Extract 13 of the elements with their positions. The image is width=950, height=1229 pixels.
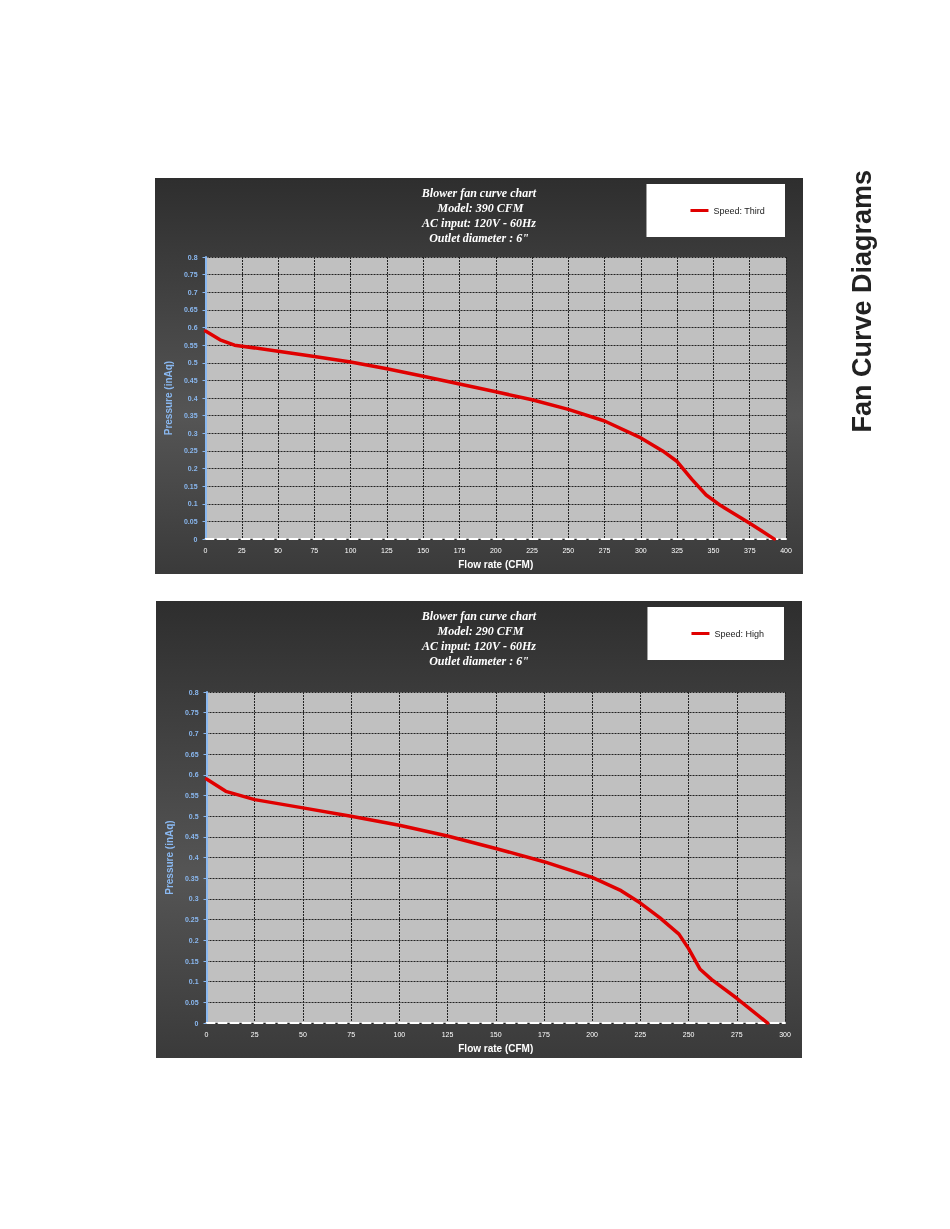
chart-title: Blower fan curve chart xyxy=(420,186,537,200)
legend-label: Speed: High xyxy=(714,628,765,639)
line-series xyxy=(203,329,777,541)
x-axis-title: Flow rate (CFM) xyxy=(458,1042,534,1054)
chart-title: Blower fan curve chart xyxy=(420,609,537,623)
line-series xyxy=(204,777,770,1025)
legend-label: Speed: Third xyxy=(713,205,765,216)
y-axis-title: Pressure (inAq) xyxy=(162,360,174,436)
x-axis-title: Flow rate (CFM) xyxy=(458,558,534,570)
text: Fan Curve Diagrams xyxy=(847,170,878,433)
chart-subtitle: Model: 290 CFM AC input: 120V - 60Hz Outlet diameter : 6" xyxy=(421,623,537,668)
y-axis-title: Pressure (inAq) xyxy=(163,820,175,895)
chart-subtitle: Model: 390 CFM AC input: 120V - 60Hz Outlet diameter : 6" xyxy=(421,200,537,245)
